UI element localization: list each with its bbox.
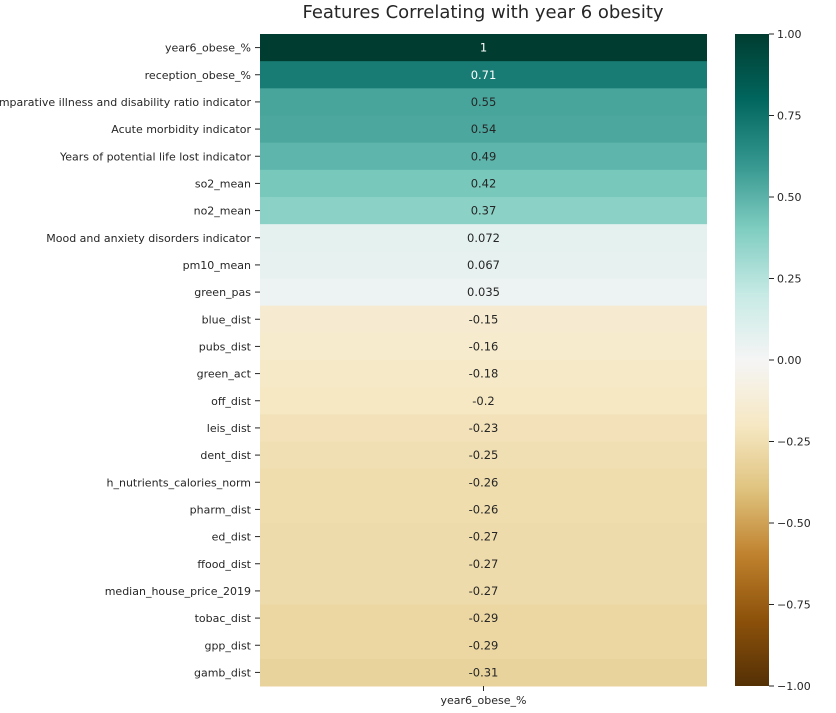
colorbar-tick-label: −0.75 bbox=[777, 599, 811, 612]
cell-annotation: 1 bbox=[480, 41, 487, 55]
row-labels: year6_obese_% reception_obese_% Comparativ… bbox=[0, 42, 260, 679]
column-label: year6_obese_% bbox=[441, 694, 527, 707]
cell-annotation: 0.37 bbox=[471, 204, 497, 218]
cell-annotation: -0.29 bbox=[469, 611, 499, 625]
colorbar-tick-label: −0.50 bbox=[777, 517, 811, 530]
colorbar-tick-label: 0.25 bbox=[777, 273, 802, 286]
heatmap-cell bbox=[260, 88, 707, 116]
heatmap-cell bbox=[260, 631, 707, 660]
cell-annotation: -0.15 bbox=[469, 312, 499, 326]
row-label: reception_obese_% bbox=[145, 69, 251, 82]
chart-title: Features Correlating with year 6 obesity bbox=[302, 2, 663, 23]
row-label: pubs_dist bbox=[199, 340, 252, 353]
cell-annotation: 0.42 bbox=[471, 176, 497, 190]
row-label: Comparative illness and disability ratio… bbox=[0, 96, 251, 109]
row-label: ffood_dist bbox=[197, 558, 251, 571]
heatmap-cell bbox=[260, 468, 707, 497]
colorbar-tick-label: 1.00 bbox=[777, 28, 802, 41]
cell-annotation: 0.035 bbox=[467, 285, 500, 299]
row-label: off_dist bbox=[211, 395, 252, 408]
cell-annotation: 0.067 bbox=[467, 258, 500, 272]
row-label: no2_mean bbox=[194, 205, 251, 218]
cell-annotation: -0.18 bbox=[469, 367, 499, 381]
row-label: pharm_dist bbox=[190, 503, 252, 516]
cell-annotation: -0.27 bbox=[469, 530, 499, 544]
heatmap-cell bbox=[260, 414, 707, 442]
row-label: leis_dist bbox=[207, 422, 252, 435]
heatmap-cell bbox=[260, 224, 707, 252]
heatmap-cell bbox=[260, 360, 707, 388]
heatmap-cell bbox=[260, 115, 707, 144]
cell-annotation: -0.16 bbox=[469, 339, 499, 353]
heatmap-cell bbox=[260, 577, 707, 605]
heatmap-cell bbox=[260, 604, 707, 633]
row-label: pm10_mean bbox=[183, 259, 251, 272]
heatmap-cell bbox=[260, 278, 707, 307]
heatmap-cell bbox=[260, 658, 707, 687]
row-label: median_house_price_2019 bbox=[105, 585, 251, 598]
heatmap-cell bbox=[260, 197, 707, 225]
row-label: Mood and anxiety disorders indicator bbox=[46, 232, 251, 245]
cell-annotation: 0.71 bbox=[471, 68, 497, 82]
cell-annotation: -0.27 bbox=[469, 557, 499, 571]
column-labels: year6_obese_% bbox=[441, 686, 527, 707]
heatmap-cell bbox=[260, 169, 707, 198]
row-label: h_nutrients_calories_norm bbox=[107, 476, 252, 489]
row-label: Years of potential life lost indicator bbox=[59, 150, 252, 163]
row-label: so2_mean bbox=[195, 177, 251, 190]
heatmap-cell bbox=[260, 523, 707, 551]
heatmap-cell bbox=[260, 441, 707, 470]
row-label: Acute morbidity indicator bbox=[111, 123, 251, 136]
colorbar-gradient bbox=[735, 34, 769, 686]
heatmap-cell bbox=[260, 251, 707, 279]
row-label: blue_dist bbox=[202, 313, 252, 326]
row-label: green_act bbox=[197, 368, 252, 381]
row-label: tobac_dist bbox=[195, 612, 252, 625]
heatmap-cell bbox=[260, 142, 707, 171]
cell-annotation: 0.072 bbox=[467, 231, 500, 245]
heatmap-cell bbox=[260, 332, 707, 361]
colorbar-tick-label: −0.25 bbox=[777, 436, 811, 449]
row-label: dent_dist bbox=[200, 449, 251, 462]
cell-annotation: 0.54 bbox=[471, 122, 497, 136]
heatmap-cell bbox=[260, 61, 707, 89]
colorbar-tick-label: 0.50 bbox=[777, 191, 802, 204]
heatmap-cell bbox=[260, 550, 707, 578]
cell-annotation: -0.2 bbox=[472, 394, 494, 408]
heatmap-cell bbox=[260, 305, 707, 334]
cell-annotation: -0.26 bbox=[469, 475, 499, 489]
heatmap-cell bbox=[260, 495, 707, 524]
cell-annotation: -0.31 bbox=[469, 665, 499, 679]
row-label: gpp_dist bbox=[204, 639, 251, 652]
heatmap-cells: 1 0.71 0.55 0.54 0.49 0.42 0.37 0.072 0.067 0.035… bbox=[260, 34, 707, 687]
row-label: green_pas bbox=[194, 286, 251, 299]
colorbar: 1.00 0.75 0.50 0.25 0.00 −0.25 −0.50 −0.75 −1.00 bbox=[735, 28, 811, 693]
cell-annotation: 0.49 bbox=[471, 149, 497, 163]
row-label: gamb_dist bbox=[194, 666, 252, 679]
colorbar-tick-label: 0.75 bbox=[777, 110, 802, 123]
cell-annotation: -0.25 bbox=[469, 448, 499, 462]
colorbar-tick-label: 0.00 bbox=[777, 354, 802, 367]
heatmap-cell bbox=[260, 34, 707, 62]
cell-annotation: -0.26 bbox=[469, 502, 499, 516]
row-label: ed_dist bbox=[212, 531, 252, 544]
cell-annotation: -0.23 bbox=[469, 421, 499, 435]
row-label: year6_obese_% bbox=[165, 42, 251, 55]
heatmap-cell bbox=[260, 387, 707, 415]
colorbar-tick-label: −1.00 bbox=[777, 680, 811, 693]
cell-annotation: -0.27 bbox=[469, 584, 499, 598]
cell-annotation: 0.55 bbox=[471, 95, 497, 109]
cell-annotation: -0.29 bbox=[469, 638, 499, 652]
